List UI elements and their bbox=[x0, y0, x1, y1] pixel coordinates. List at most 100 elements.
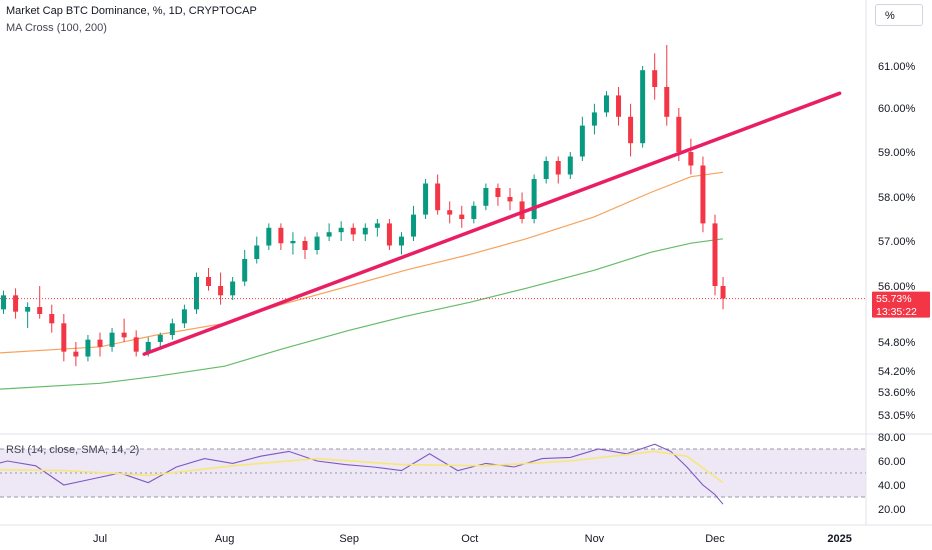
candle-body bbox=[386, 223, 392, 246]
candle-body bbox=[266, 227, 272, 246]
time-tick-label: Jul bbox=[93, 533, 107, 545]
candle-body bbox=[254, 245, 260, 259]
candle-body bbox=[97, 339, 103, 347]
candle bbox=[109, 328, 115, 352]
candle bbox=[254, 236, 260, 264]
candle-body bbox=[1, 295, 7, 310]
candle-body bbox=[676, 116, 682, 152]
candle-body bbox=[242, 259, 248, 282]
candle-body bbox=[145, 342, 151, 352]
price-tick-label: 56.00% bbox=[878, 281, 916, 293]
candle-body bbox=[169, 323, 175, 335]
candle-body bbox=[628, 116, 634, 144]
candle bbox=[61, 314, 67, 362]
rsi-layer bbox=[0, 443, 724, 505]
price-tick-label: 59.00% bbox=[878, 147, 916, 159]
candle-body bbox=[447, 210, 453, 215]
candle-body bbox=[133, 337, 139, 352]
chart-title: Market Cap BTC Dominance, %, 1D, CRYPTOC… bbox=[6, 5, 257, 17]
last-price-tag-bg bbox=[872, 291, 930, 318]
unit-toggle-button[interactable]: % bbox=[875, 4, 923, 26]
candle-body bbox=[326, 232, 332, 237]
rsi-tick-label: 60.00 bbox=[878, 456, 906, 468]
candle bbox=[567, 152, 573, 179]
candle bbox=[49, 304, 55, 333]
candle bbox=[121, 318, 127, 342]
candle-body bbox=[411, 214, 417, 237]
candle bbox=[206, 268, 212, 291]
candle bbox=[218, 272, 224, 305]
candle-body bbox=[435, 183, 441, 211]
candle bbox=[519, 192, 525, 224]
candle bbox=[181, 304, 187, 328]
rsi_ma-line bbox=[0, 450, 724, 484]
time-tick-label: Oct bbox=[461, 533, 478, 545]
candle bbox=[471, 201, 477, 224]
price-tick-label: 54.80% bbox=[878, 337, 916, 349]
candle-body bbox=[507, 197, 513, 202]
candle bbox=[302, 236, 308, 259]
candle-body bbox=[483, 188, 489, 206]
price-tick-label: 53.05% bbox=[878, 410, 916, 422]
candle bbox=[435, 174, 441, 215]
candle-body bbox=[640, 70, 646, 144]
grid-layer bbox=[0, 0, 932, 526]
rsi-label: RSI (14, close, SMA, 14, 2) bbox=[6, 444, 140, 456]
candle bbox=[664, 45, 670, 126]
candle-body bbox=[49, 314, 55, 324]
candle bbox=[278, 223, 284, 250]
candle bbox=[411, 205, 417, 241]
candle-body bbox=[73, 351, 79, 357]
candle-body bbox=[218, 286, 224, 296]
candle-body bbox=[652, 70, 658, 87]
candle-body bbox=[362, 227, 368, 235]
candle-body bbox=[338, 227, 344, 233]
candle bbox=[266, 223, 272, 250]
candle-body bbox=[688, 152, 694, 166]
time-tick-label: Nov bbox=[585, 533, 605, 545]
time-tick-label: Sep bbox=[339, 533, 359, 545]
candle-body bbox=[25, 307, 31, 312]
price-tick-label: 58.00% bbox=[878, 192, 916, 204]
candle-body bbox=[603, 95, 609, 113]
candle bbox=[326, 223, 332, 241]
candle-body bbox=[555, 161, 561, 175]
candle bbox=[459, 205, 465, 228]
candle bbox=[169, 318, 175, 340]
candle bbox=[133, 330, 139, 357]
ma200-line bbox=[0, 238, 724, 390]
candle-body bbox=[543, 161, 549, 179]
candle-body bbox=[206, 277, 212, 286]
candle-body bbox=[193, 277, 199, 310]
candle-body bbox=[471, 205, 477, 219]
candle-body bbox=[495, 188, 501, 197]
candle bbox=[423, 179, 429, 219]
candle bbox=[603, 91, 609, 117]
candle bbox=[338, 221, 344, 241]
indicator-label: MA Cross (100, 200) bbox=[6, 22, 107, 34]
price-tick-label: 61.00% bbox=[878, 61, 916, 73]
price-tick-label: 54.20% bbox=[878, 366, 916, 378]
candle-body bbox=[616, 95, 622, 117]
candle bbox=[314, 232, 320, 255]
candle-body bbox=[374, 223, 380, 228]
candle-body bbox=[157, 335, 163, 342]
candle bbox=[507, 188, 513, 211]
countdown-tag: 13:35:22 bbox=[876, 306, 917, 318]
candle-body bbox=[459, 214, 465, 219]
axes-layer: 61.00% 60.00% 59.00% 58.00% 57.00% 56.00% 54.8… bbox=[93, 61, 930, 545]
candle bbox=[73, 342, 79, 367]
candle bbox=[447, 201, 453, 224]
candle-body bbox=[664, 87, 670, 117]
candle-body bbox=[278, 227, 284, 244]
candle-body bbox=[109, 332, 115, 347]
trendline-layer[interactable] bbox=[0, 91, 866, 356]
price-tick-label: 53.60% bbox=[878, 387, 916, 399]
candle bbox=[1, 290, 7, 314]
candle bbox=[616, 87, 622, 126]
candle-body bbox=[121, 332, 127, 338]
candle bbox=[37, 286, 43, 319]
candle bbox=[495, 183, 501, 206]
